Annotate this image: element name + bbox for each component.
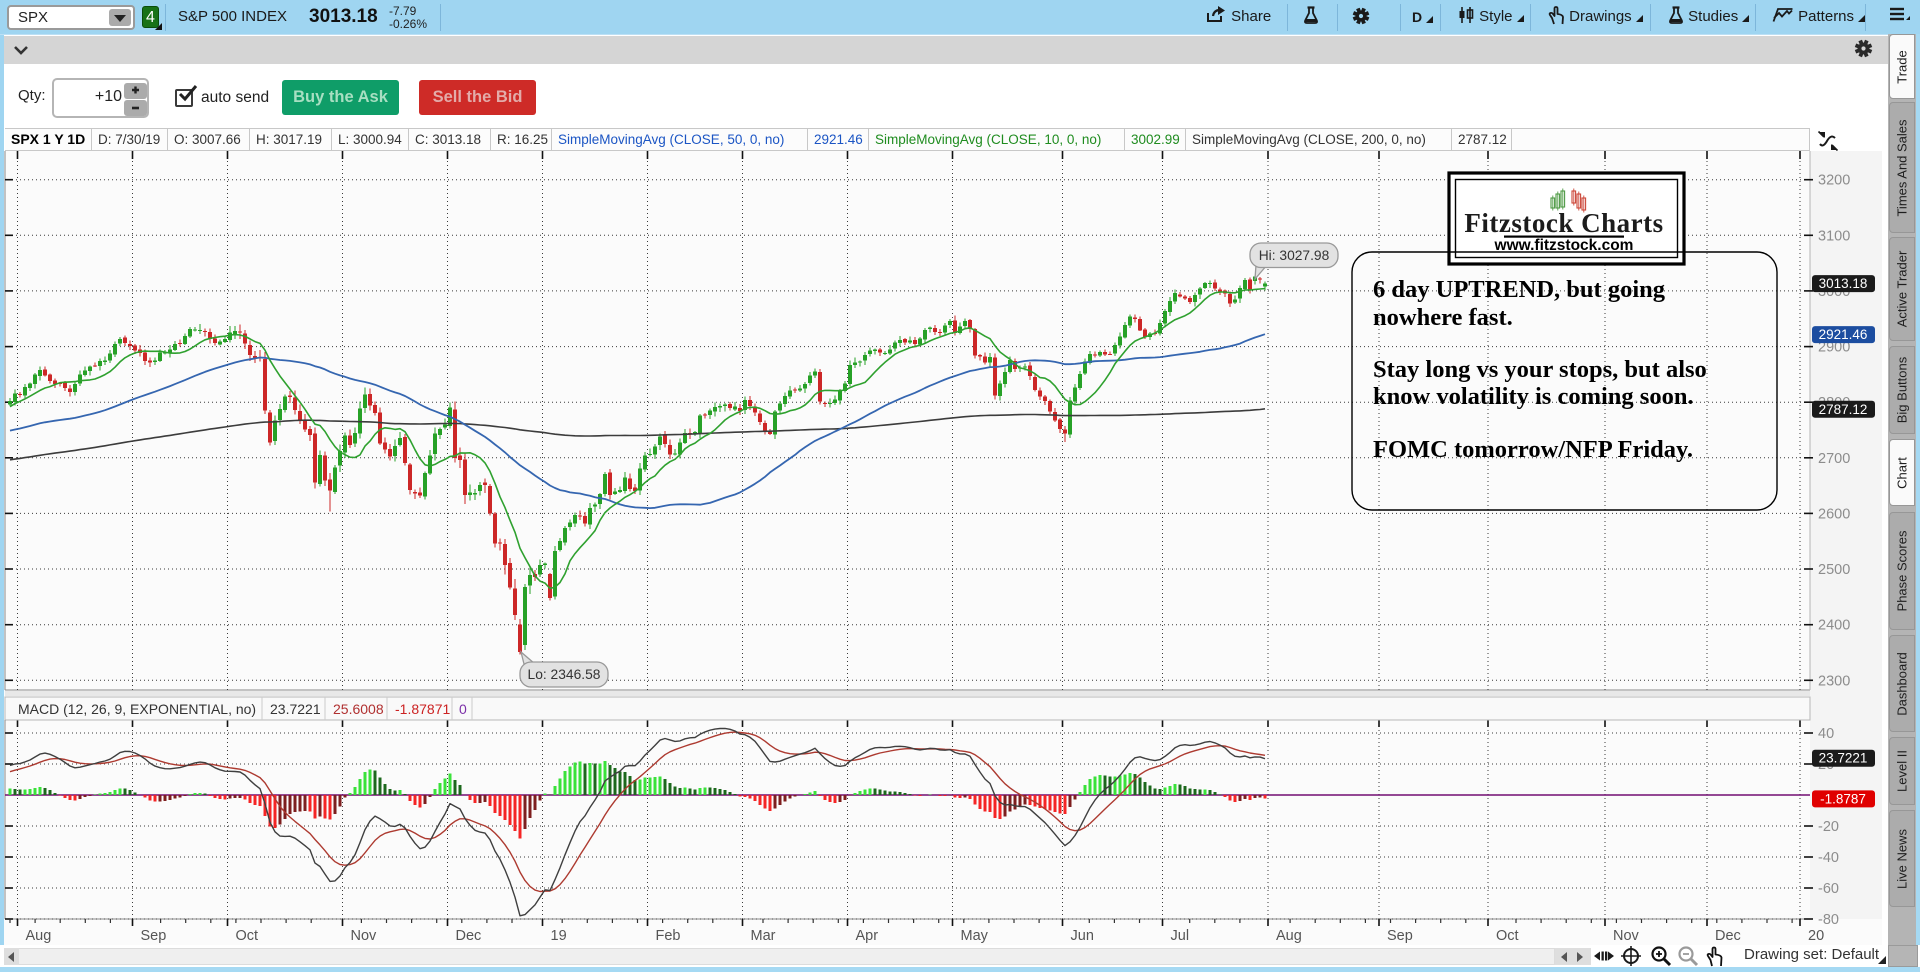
svg-text:nowhere fast.: nowhere fast. <box>1373 304 1513 331</box>
svg-text:2600: 2600 <box>1818 506 1850 522</box>
svg-text:Aug: Aug <box>26 928 52 944</box>
svg-text:6 day UPTREND, but going: 6 day UPTREND, but going <box>1373 276 1666 303</box>
svg-text:Lo: 2346.58: Lo: 2346.58 <box>528 667 601 682</box>
svg-text:25.6008: 25.6008 <box>333 701 384 717</box>
svg-text:-80: -80 <box>1818 912 1839 928</box>
svg-text:Stay long vs your stops, but a: Stay long vs your stops, but also <box>1373 356 1707 383</box>
svg-text:Nov: Nov <box>1613 928 1640 944</box>
svg-text:Dec: Dec <box>1715 928 1741 944</box>
svg-text:Jul: Jul <box>1171 928 1190 944</box>
svg-text:23.7221: 23.7221 <box>1819 751 1868 766</box>
svg-text:Oct: Oct <box>1496 928 1519 944</box>
svg-text:FOMC tomorrow/NFP Friday.: FOMC tomorrow/NFP Friday. <box>1373 436 1693 463</box>
svg-text:know volatility is coming soon: know volatility is coming soon. <box>1373 383 1694 410</box>
svg-text:3200: 3200 <box>1818 173 1850 189</box>
svg-text:Nov: Nov <box>351 928 378 944</box>
svg-text:Hi: 3027.98: Hi: 3027.98 <box>1259 248 1330 263</box>
svg-text:20: 20 <box>1808 928 1824 944</box>
svg-text:May: May <box>961 928 989 944</box>
svg-text:Fitzstock Charts: Fitzstock Charts <box>1464 208 1663 238</box>
svg-text:Oct: Oct <box>236 928 259 944</box>
svg-text:Apr: Apr <box>856 928 879 944</box>
svg-text:-20: -20 <box>1818 819 1839 835</box>
svg-text:3013.18: 3013.18 <box>1819 276 1868 291</box>
svg-text:-1.8787: -1.8787 <box>1820 791 1866 806</box>
svg-text:2400: 2400 <box>1818 618 1850 634</box>
svg-text:www.fitzstock.com: www.fitzstock.com <box>1494 237 1634 254</box>
svg-text:MACD (12, 26, 9, EXPONENTIAL,: MACD (12, 26, 9, EXPONENTIAL, no) <box>18 701 256 717</box>
svg-text:Dec: Dec <box>456 928 482 944</box>
svg-text:40: 40 <box>1818 726 1834 742</box>
svg-text:2300: 2300 <box>1818 673 1850 689</box>
svg-text:0: 0 <box>459 701 467 717</box>
svg-text:Aug: Aug <box>1276 928 1302 944</box>
svg-text:Mar: Mar <box>751 928 776 944</box>
svg-text:Sep: Sep <box>1387 928 1413 944</box>
svg-text:19: 19 <box>551 928 567 944</box>
svg-text:23.7221: 23.7221 <box>270 701 321 717</box>
svg-text:2700: 2700 <box>1818 451 1850 467</box>
svg-text:2921.46: 2921.46 <box>1819 327 1868 342</box>
svg-text:3100: 3100 <box>1818 228 1850 244</box>
svg-text:Feb: Feb <box>656 928 681 944</box>
svg-text:-1.87871: -1.87871 <box>395 701 450 717</box>
svg-text:2500: 2500 <box>1818 562 1850 578</box>
svg-text:-40: -40 <box>1818 850 1839 866</box>
svg-text:2787.12: 2787.12 <box>1819 402 1868 417</box>
svg-text:-60: -60 <box>1818 881 1839 897</box>
svg-text:Jun: Jun <box>1071 928 1094 944</box>
svg-text:Sep: Sep <box>141 928 167 944</box>
svg-text:2900: 2900 <box>1818 340 1850 356</box>
